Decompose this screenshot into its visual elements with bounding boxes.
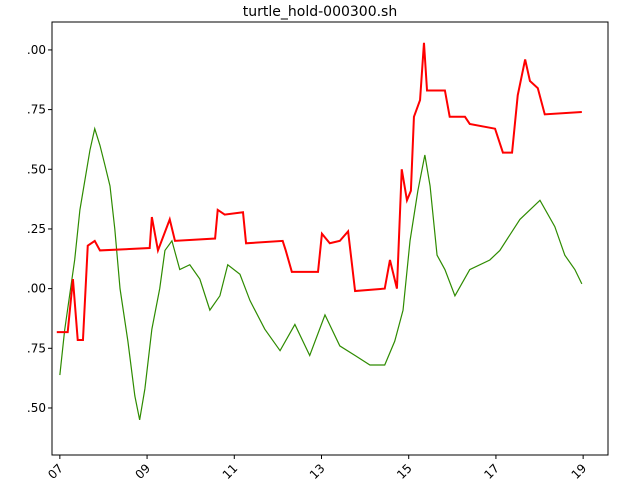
y-tick-label: .00 — [27, 282, 46, 296]
chart-title: turtle_hold-000300.sh — [243, 4, 397, 20]
x-tick-label: 15 — [394, 461, 415, 480]
y-tick-label: .75 — [27, 103, 46, 117]
data-line — [56, 42, 582, 341]
x-tick-label: 09 — [132, 461, 153, 480]
x-tick-label: 07 — [45, 461, 66, 480]
y-tick-label: .00 — [27, 43, 46, 57]
data-line — [59, 126, 583, 421]
x-tick-label: 13 — [307, 461, 328, 480]
x-tick-label: 17 — [481, 461, 502, 480]
y-tick-label: .50 — [27, 401, 46, 415]
y-tick-label: .75 — [27, 341, 46, 355]
x-tick-label: 11 — [220, 461, 241, 480]
plot-frame — [51, 21, 609, 456]
y-tick-label: .25 — [27, 222, 46, 236]
x-tick-label: 19 — [569, 461, 590, 480]
y-tick-label: .50 — [27, 162, 46, 176]
